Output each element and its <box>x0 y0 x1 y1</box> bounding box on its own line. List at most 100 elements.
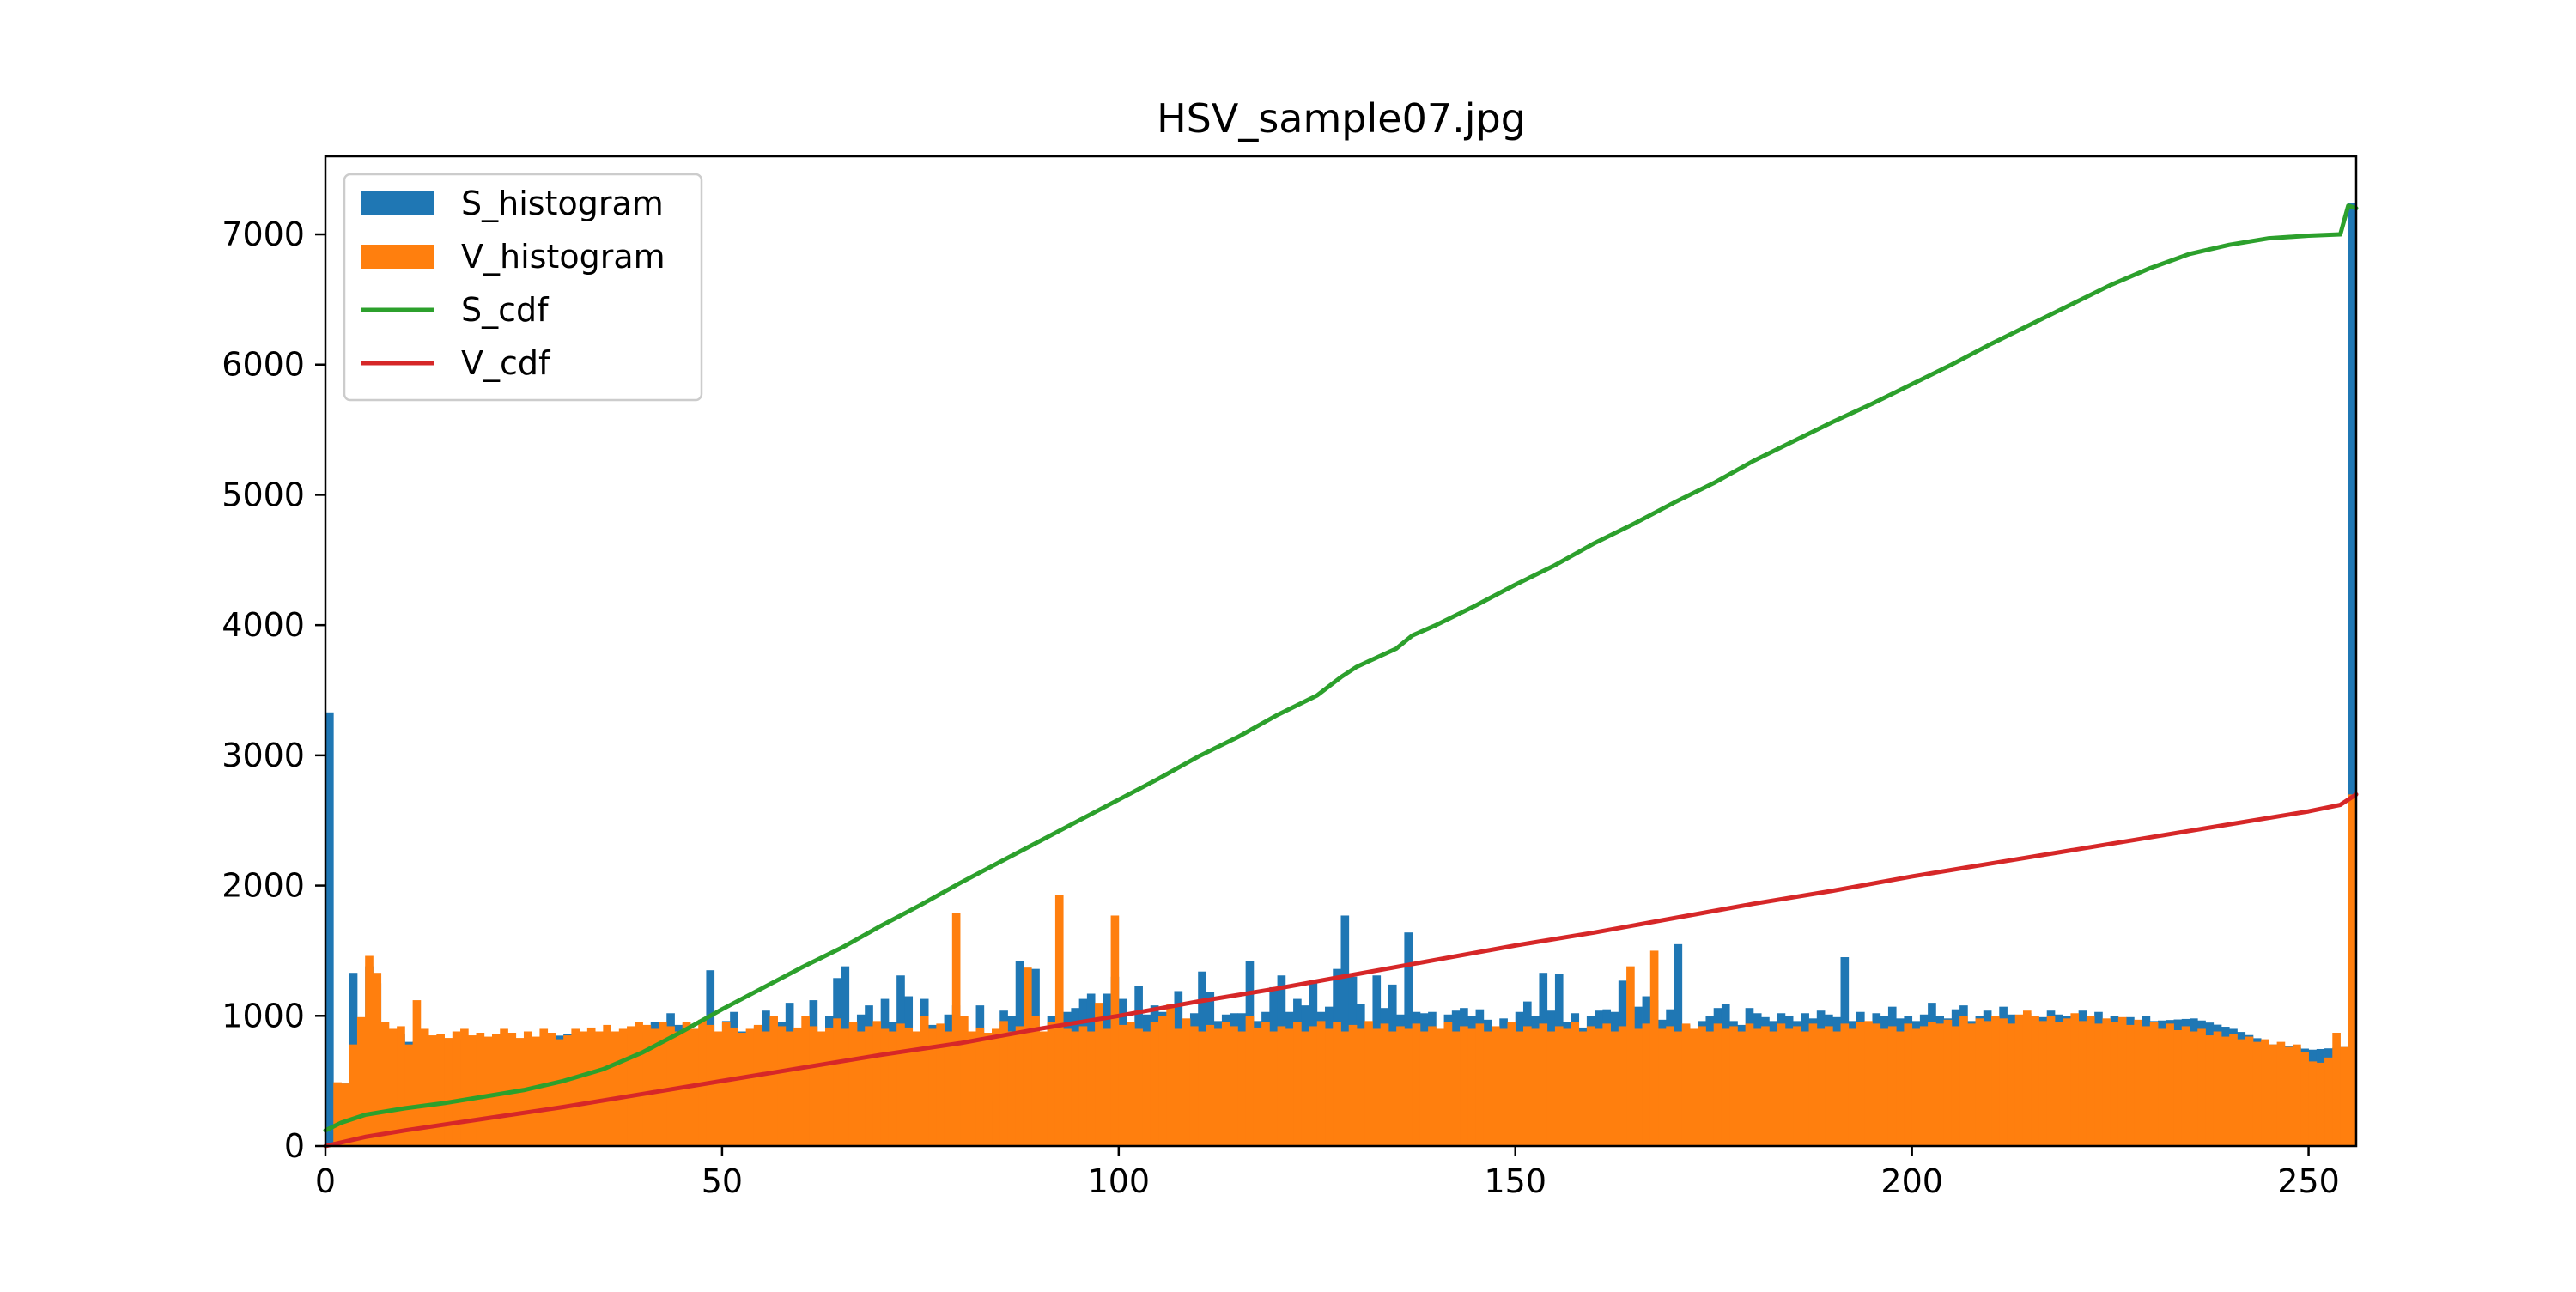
v-histogram-bar <box>721 1022 731 1147</box>
v-histogram-bar <box>2031 1016 2039 1146</box>
v-histogram-bar <box>880 1028 890 1146</box>
v-histogram-bar <box>1054 895 1064 1146</box>
y-axis: 0 1000 2000 3000 4000 5000 6000 7000 <box>222 215 325 1165</box>
v-histogram-bar <box>1388 1031 1397 1146</box>
v-histogram-bar <box>745 1028 755 1146</box>
v-histogram-bar <box>825 1027 834 1146</box>
v-histogram-bar <box>555 1039 564 1146</box>
y-tick-label: 0 <box>284 1127 305 1165</box>
v-histogram-bar <box>1460 1026 1468 1146</box>
v-histogram-bar <box>1443 1022 1453 1147</box>
v-histogram-bar <box>2014 1014 2024 1146</box>
v-histogram-bar <box>1507 1022 1516 1147</box>
v-histogram-bar <box>1634 1028 1643 1146</box>
legend-item: S_histogram <box>361 185 664 222</box>
v-histogram-bar <box>1237 1031 1247 1146</box>
v-histogram-bar <box>1896 1031 1905 1146</box>
v-histogram-bar <box>896 1023 905 1146</box>
legend-label: V_cdf <box>461 344 551 382</box>
v-histogram-bar <box>373 973 382 1146</box>
v-histogram-bar <box>563 1035 572 1146</box>
v-histogram-bar <box>2126 1024 2135 1146</box>
v-histogram-bar <box>1158 1016 1167 1146</box>
v-histogram-bar <box>627 1026 635 1146</box>
v-histogram-bar <box>2284 1046 2293 1146</box>
y-tick-label: 3000 <box>222 737 305 774</box>
v-histogram-bar <box>960 1016 969 1146</box>
v-histogram-bar <box>1063 1028 1072 1146</box>
v-histogram-bar <box>547 1033 556 1146</box>
y-tick-label: 2000 <box>222 867 305 905</box>
v-histogram-bar <box>936 1023 945 1146</box>
v-histogram-bar <box>388 1028 398 1146</box>
v-histogram-bar <box>507 1033 517 1146</box>
v-histogram-bar <box>1293 1022 1302 1147</box>
v-histogram-bar <box>1658 1028 1667 1146</box>
v-histogram-bar <box>1578 1031 1588 1146</box>
v-histogram-bar <box>1325 1028 1334 1146</box>
v-histogram-bar <box>1729 1026 1738 1146</box>
v-histogram-bar <box>1340 1031 1350 1146</box>
v-histogram-bar <box>1348 1024 1358 1146</box>
v-cdf-line <box>323 792 2359 1149</box>
v-histogram-bar <box>1039 1031 1048 1146</box>
v-histogram-bar <box>865 1026 873 1146</box>
v-histogram-bar <box>1928 1022 1936 1147</box>
v-histogram-bar <box>2245 1036 2254 1146</box>
v-histogram-bar <box>2261 1039 2269 1146</box>
v-histogram-bar <box>1174 1028 1183 1146</box>
v-histogram-bar <box>666 1026 675 1146</box>
v-histogram-bars <box>333 794 2357 1147</box>
v-histogram-bar <box>460 1028 469 1146</box>
v-histogram-bar <box>2269 1044 2278 1146</box>
legend-swatch <box>361 245 434 269</box>
v-histogram-bar <box>730 1027 738 1146</box>
v-histogram-bar <box>1110 915 1120 1146</box>
v-histogram-bar <box>2190 1031 2198 1146</box>
v-histogram-bar <box>872 1021 882 1146</box>
v-histogram-bar <box>1999 1018 2008 1146</box>
v-histogram-bar <box>2205 1035 2215 1146</box>
legend-box <box>343 173 703 402</box>
v-histogram-bar <box>397 1026 405 1146</box>
y-tick-label: 4000 <box>222 606 305 644</box>
v-histogram-bar <box>848 1022 858 1147</box>
v-histogram-bar <box>1777 1023 1786 1146</box>
v-histogram-bar <box>1515 1031 1524 1146</box>
v-histogram-bar <box>2110 1022 2119 1147</box>
v-histogram-bar <box>2022 1010 2032 1146</box>
v-histogram-bar <box>1951 1026 1960 1146</box>
v-histogram-bar <box>1571 1022 1580 1147</box>
v-histogram-bar <box>333 1082 342 1146</box>
y-tick-label: 6000 <box>222 346 305 384</box>
v-histogram-bar <box>1316 1021 1326 1146</box>
v-histogram-bar <box>2094 1023 2103 1146</box>
v-histogram-bar <box>2197 1028 2206 1146</box>
v-histogram-bar <box>1221 1022 1230 1147</box>
legend-item: V_histogram <box>361 238 665 276</box>
v-histogram-bar <box>2316 1062 2325 1146</box>
v-histogram-bar <box>412 1000 422 1146</box>
legend-item: V_cdf <box>361 344 551 382</box>
v-histogram-bar <box>682 1022 691 1147</box>
v-histogram-bar <box>801 1016 810 1146</box>
legend-label: S_histogram <box>461 185 664 222</box>
v-histogram-bar <box>2332 1033 2341 1146</box>
v-histogram-bar <box>1769 1031 1778 1146</box>
v-histogram-bar <box>1705 1031 1715 1146</box>
v-histogram-bar <box>1967 1023 1976 1146</box>
v-histogram-bar <box>1483 1031 1492 1146</box>
v-histogram-bar <box>1919 1026 1929 1146</box>
v-histogram-bar <box>2293 1044 2301 1146</box>
v-histogram-bar <box>1539 1023 1548 1146</box>
v-histogram-bar <box>1959 1016 1968 1146</box>
y-tick-label: 1000 <box>222 997 305 1034</box>
v-histogram-bar <box>1031 1016 1040 1146</box>
v-histogram-bar <box>349 1044 358 1146</box>
chart-title: HSV_sample07.jpg <box>1157 95 1526 142</box>
v-histogram-bar <box>841 1028 850 1146</box>
v-histogram-bar <box>769 1016 778 1146</box>
v-histogram-bar <box>1666 1026 1674 1146</box>
v-histogram-bar <box>452 1031 461 1146</box>
